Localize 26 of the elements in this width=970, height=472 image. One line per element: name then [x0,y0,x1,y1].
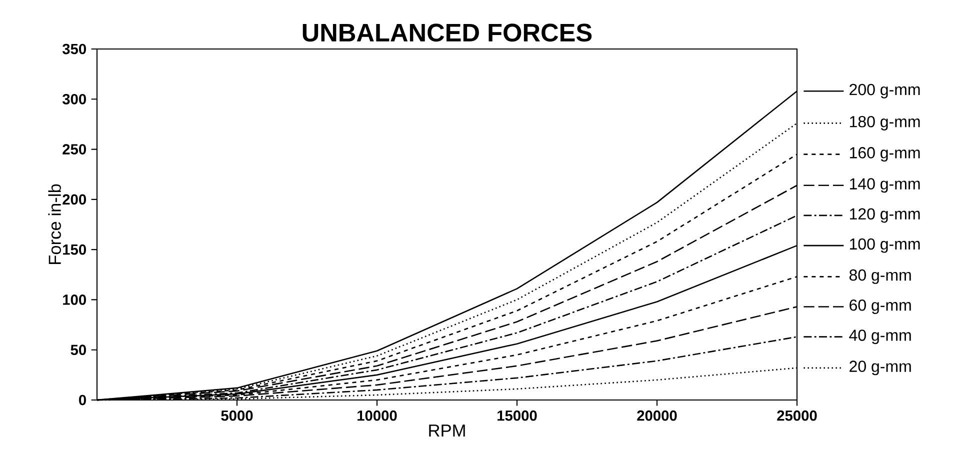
x-tick-label: 5000 [221,410,253,421]
y-tick-label: 50 [70,344,86,356]
x-tick-label: 15000 [498,410,537,421]
legend-label: 200 g-mm [850,84,920,98]
y-tick-label: 150 [63,244,86,255]
y-tick-label: 350 [62,44,86,54]
legend-label: 80 g-mm [849,269,911,284]
legend-label: 140 g-mm [850,178,920,193]
x-tick-label: 25000 [777,410,817,421]
legend-label: 100 g-mm [850,238,920,253]
x-tick-label: 10000 [358,410,397,421]
y-tick-label: 100 [63,294,86,305]
x-tick-label: 20000 [637,410,677,421]
y-tick-label: 250 [62,144,86,154]
y-axis-title: Force in-lb [48,184,61,264]
y-tick-label: 200 [62,194,86,205]
legend-label: 60 g-mm [850,299,911,314]
x-axis-title: RPM [429,424,465,437]
legend-label: 20 g-mm [850,360,911,376]
y-tick-label: 300 [62,94,86,104]
legend-label: 120 g-mm [850,208,920,223]
y-tick-label: 0 [79,394,86,406]
legend-label: 40 g-mm [849,330,911,344]
chart-title: UNBALANCED FORCES [302,24,592,42]
legend-label: 180 g-mm [850,116,920,130]
legend-label: 160 g-mm [850,147,920,162]
